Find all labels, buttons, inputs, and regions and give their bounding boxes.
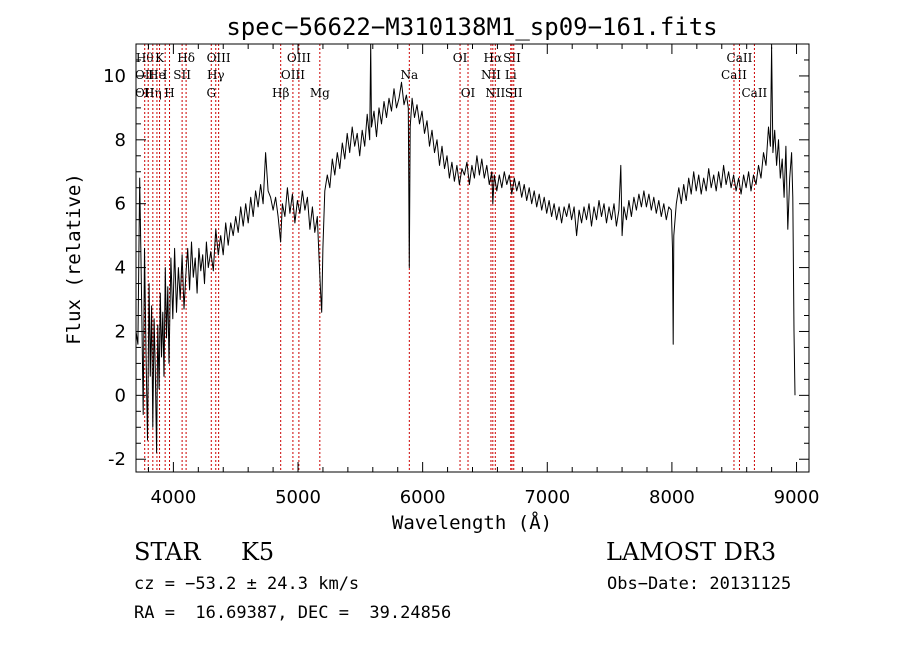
x-tick-label: 9000: [774, 487, 820, 508]
y-tick-label: 8: [115, 130, 126, 151]
marker-label: Hθ: [136, 51, 154, 65]
marker-label: Hα: [484, 51, 503, 65]
y-axis: -2 0 2 4 6 8 10: [103, 43, 809, 470]
marker-label: Hγ: [207, 68, 225, 82]
object-class-label: STAR: [134, 538, 201, 566]
survey-label: LAMOST DR3: [606, 538, 777, 566]
marker-label: OIII: [281, 68, 305, 82]
redshift-label: cz = −53.2 ± 24.3 km/s: [134, 574, 360, 594]
x-axis: 4000 5000 6000 7000 8000 9000: [147, 44, 820, 508]
marker-label: K: [155, 51, 165, 65]
marker-label: OIII: [287, 51, 311, 65]
marker-label: OI: [461, 86, 476, 100]
coordinates-label: RA = 16.69387, DEC = 39.24856: [134, 603, 452, 623]
chart-title: spec−56622−M310138M1_sp09−161.fits: [226, 13, 717, 41]
marker-label: OII: [135, 86, 155, 100]
marker-label: Li: [505, 68, 517, 82]
y-tick-label: 4: [115, 258, 126, 279]
marker-label: OII: [135, 68, 155, 82]
x-tick-label: 8000: [649, 487, 695, 508]
y-axis-label: Flux (relative): [63, 173, 85, 345]
obs-date-label: Obs−Date: 20131125: [607, 574, 792, 594]
marker-label: Hβ: [272, 86, 289, 100]
spectrum-line-layer: [135, 43, 796, 454]
x-axis-label: Wavelength (Å): [392, 511, 552, 534]
object-subclass-label: K5: [241, 538, 275, 566]
spectrum-series-line: [135, 43, 796, 454]
marker-label: SII: [173, 68, 191, 82]
marker-label: Hδ: [177, 51, 195, 65]
y-tick-label: -2: [108, 449, 126, 470]
marker-label: SII: [503, 51, 521, 65]
marker-label: H: [164, 86, 174, 100]
marker-label: CaII: [741, 86, 767, 100]
plot-frame: [135, 43, 810, 473]
marker-label: Hη: [144, 86, 162, 100]
x-tick-label: 7000: [524, 487, 570, 508]
marker-label: CaII: [727, 51, 753, 65]
marker-label: OIII: [207, 51, 231, 65]
x-tick-label: 4000: [150, 487, 196, 508]
marker-label: SII: [505, 86, 523, 100]
x-tick-label: 6000: [400, 487, 446, 508]
x-tick-label: 5000: [275, 487, 321, 508]
y-tick-label: 6: [115, 194, 126, 215]
y-tick-label: 0: [115, 385, 126, 406]
marker-label: NII: [481, 68, 501, 82]
marker-label: He: [148, 68, 166, 82]
marker-label: I: [163, 68, 168, 82]
marker-label: Mg: [310, 86, 330, 100]
y-tick-label: 10: [103, 66, 126, 87]
marker-label: CaII: [721, 68, 747, 82]
marker-label: NII: [485, 86, 505, 100]
y-tick-label: 2: [115, 321, 126, 342]
marker-label: OI: [453, 51, 468, 65]
marker-label: Na: [400, 68, 418, 82]
marker-label: G: [206, 86, 216, 100]
